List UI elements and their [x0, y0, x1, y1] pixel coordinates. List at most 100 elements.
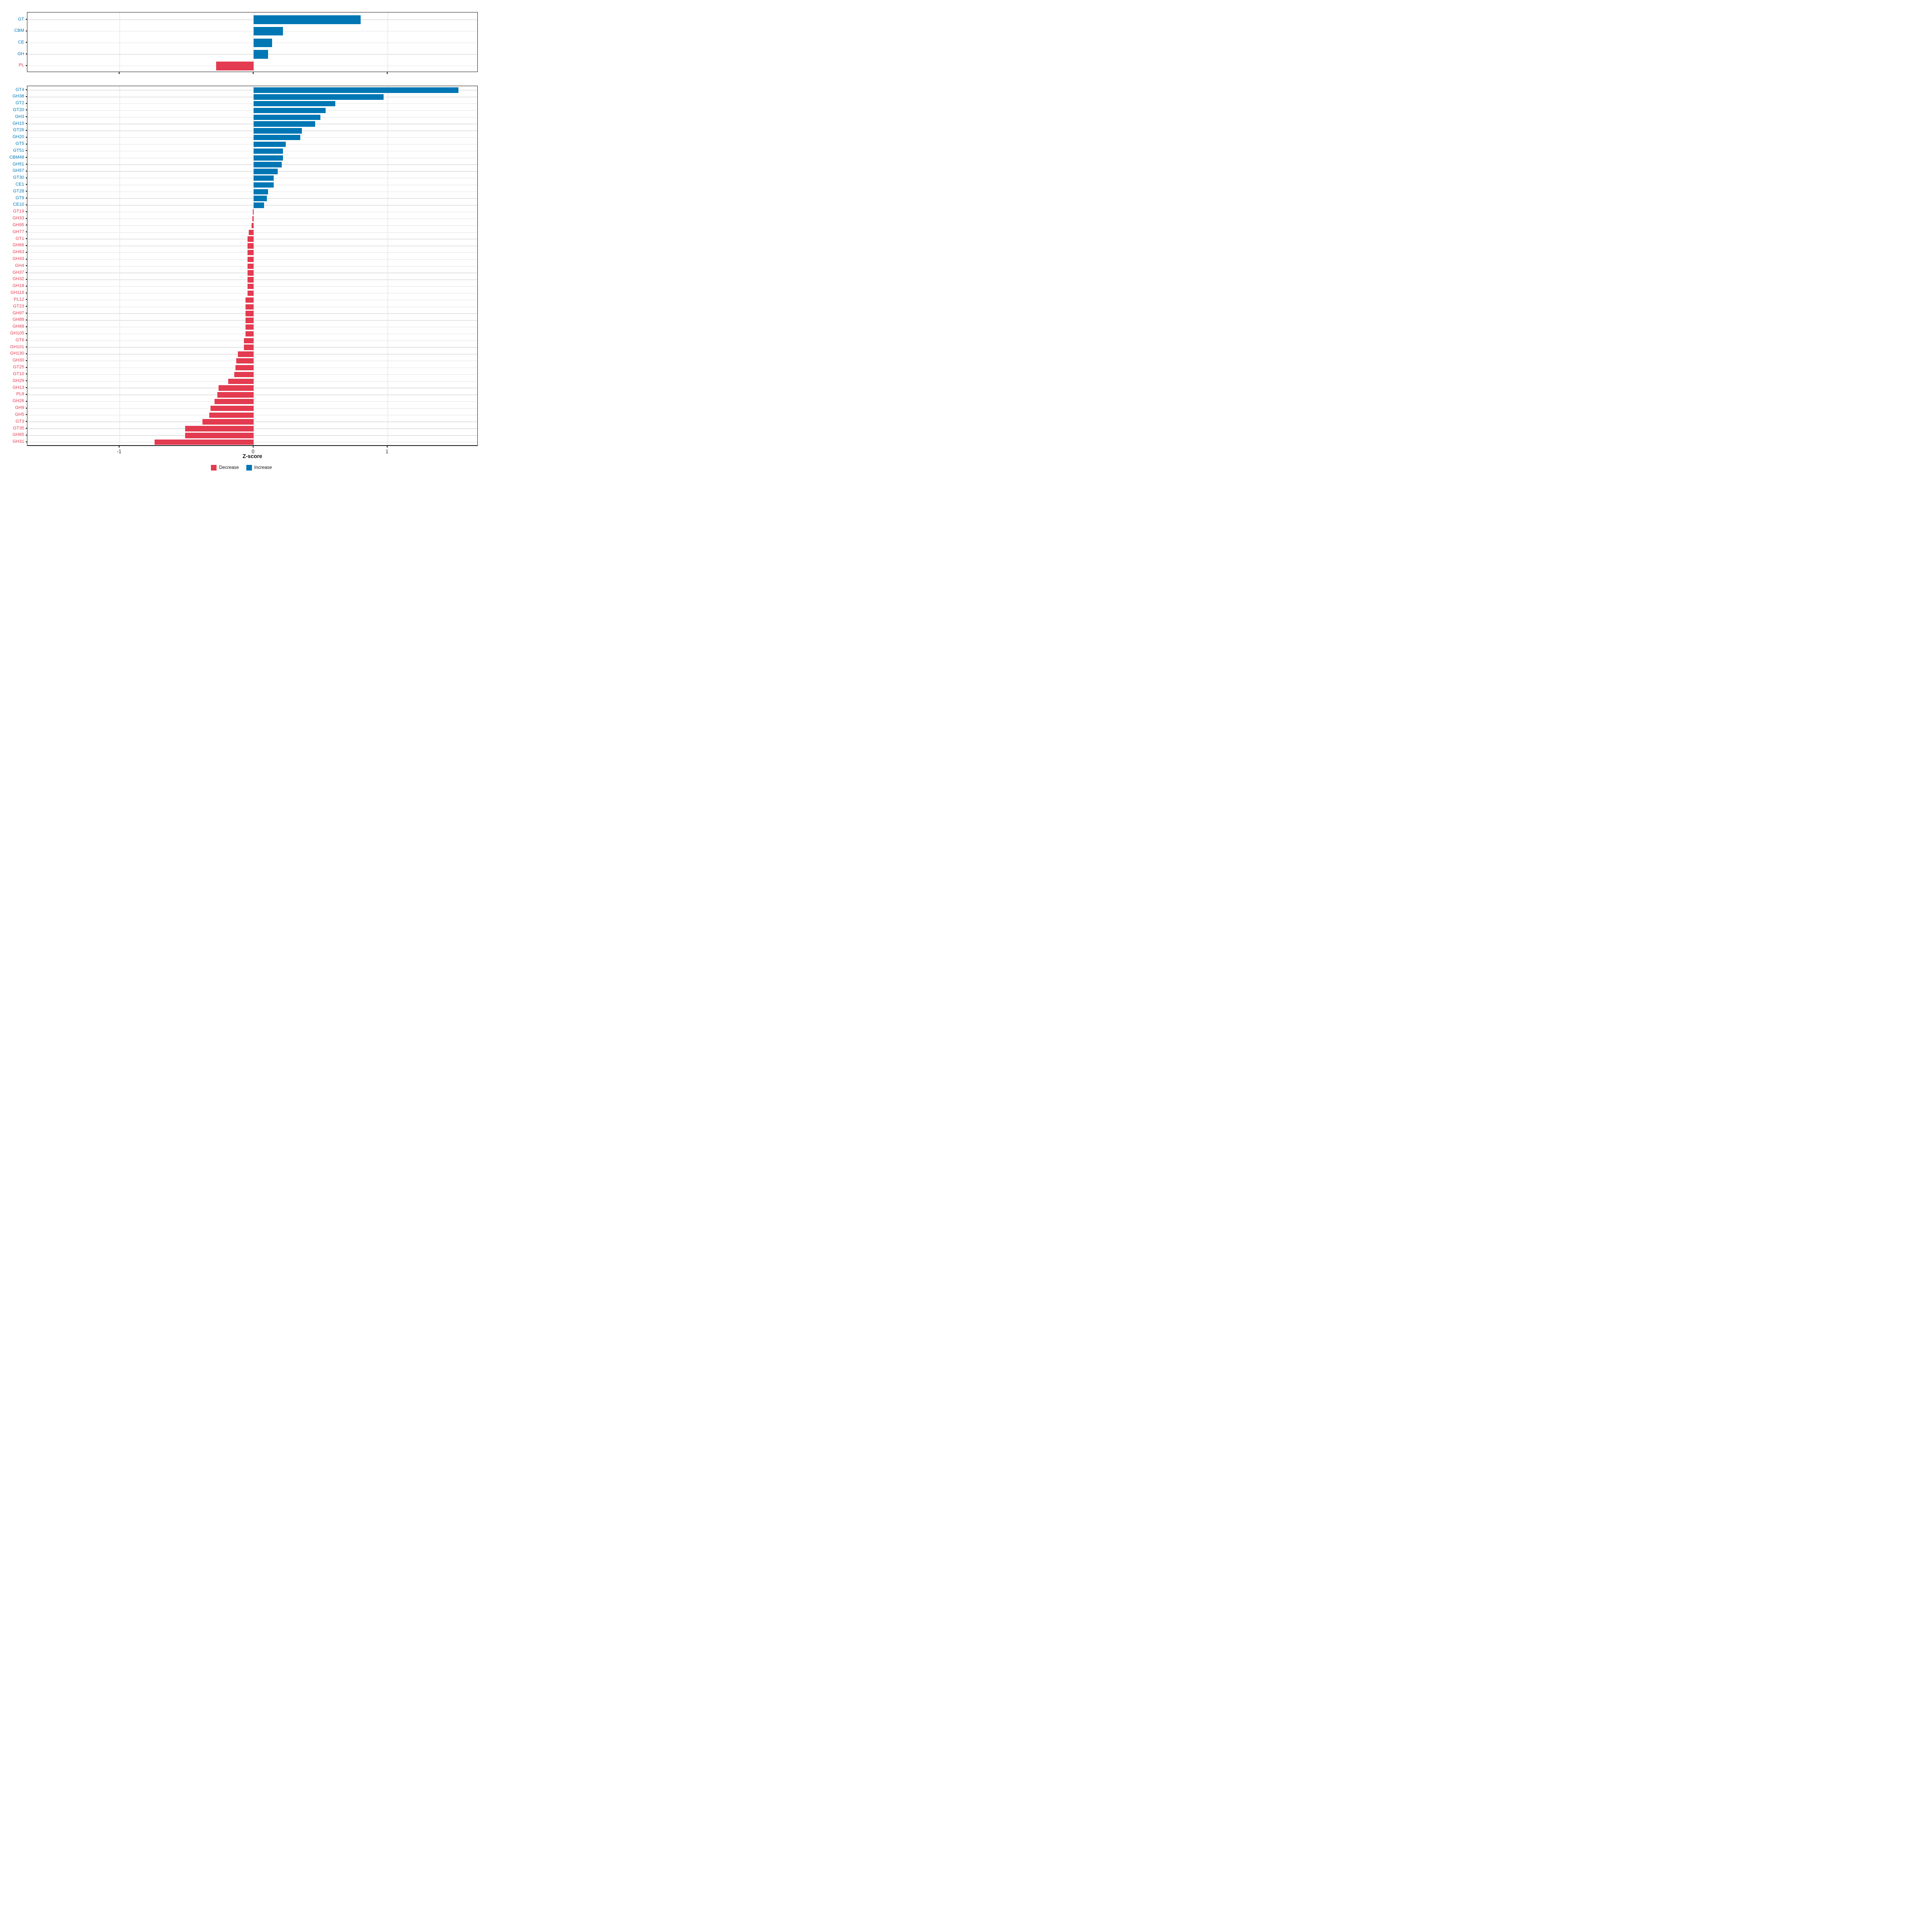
- y-axis-tick: [25, 265, 27, 266]
- bar-CBM48: [253, 155, 283, 161]
- bar-GH: [253, 50, 268, 59]
- y-axis-tick: [25, 157, 27, 158]
- y-axis-tick: [25, 130, 27, 131]
- y-axis-tick: [25, 218, 27, 219]
- row-label-GH105: GH105: [10, 331, 24, 336]
- row-label-GT19: GT19: [13, 209, 24, 214]
- y-axis-tick: [25, 394, 27, 395]
- row-label-GT9: GT9: [15, 195, 24, 200]
- row-label-CE1: CE1: [15, 182, 24, 187]
- row-label-GH20: GH20: [12, 134, 24, 140]
- bar-GT35: [185, 426, 254, 431]
- bar-GH95: [252, 223, 254, 229]
- bar-GT9: [253, 196, 267, 201]
- row-label-GH43: GH43: [12, 256, 24, 261]
- row-label-GH130: GH130: [10, 351, 24, 356]
- row-label-GH9: GH9: [15, 405, 24, 411]
- bar-GT2: [253, 101, 335, 107]
- row-label-GT23: GT23: [13, 303, 24, 309]
- bar-GH88: [245, 318, 254, 323]
- row-label-CBM48: CBM48: [9, 155, 24, 160]
- bar-GH51: [253, 162, 282, 167]
- y-axis-tick: [25, 299, 27, 300]
- row-label-GT51: GT51: [13, 148, 24, 153]
- bar-GH32: [248, 277, 254, 283]
- bar-PL12: [246, 297, 254, 303]
- y-axis-tick: [25, 272, 27, 273]
- row-label-GH66: GH66: [12, 243, 24, 248]
- y-axis-tick: [25, 19, 27, 20]
- y-axis-tick: [25, 109, 27, 111]
- row-label-GH77: GH77: [12, 229, 24, 234]
- row-label-CBM: CBM: [14, 28, 24, 33]
- bar-GT: [253, 15, 361, 24]
- legend: Decrease Increase: [0, 465, 483, 471]
- bar-GT3: [202, 419, 254, 425]
- y-axis-tick: [25, 360, 27, 361]
- row-label-CE10: CE10: [13, 202, 24, 207]
- y-gridline: [27, 117, 477, 118]
- row-label-GH15: GH15: [12, 121, 24, 126]
- bar-GT20: [253, 107, 326, 114]
- x-axis-tick: [252, 446, 254, 448]
- row-label-GH30: GH30: [12, 358, 24, 363]
- bar-GH57: [253, 169, 278, 174]
- y-axis-tick: [25, 204, 27, 205]
- bar-GH5: [209, 412, 254, 418]
- y-axis-tick: [25, 89, 27, 90]
- bar-GT23: [246, 304, 254, 310]
- cazyme-zscore-figure: -1 0 1 Z-score Decrease Increase GT CBM CE GH…: [0, 0, 483, 483]
- row-label-GH26: GH26: [12, 398, 24, 404]
- y-axis-tick: [25, 65, 27, 66]
- bar-GH130: [237, 351, 254, 357]
- legend-label-increase: Increase: [254, 465, 272, 470]
- bar-GH37: [248, 270, 254, 276]
- y-gridline: [27, 103, 477, 104]
- y-axis-tick: [25, 367, 27, 368]
- y-gridline: [27, 164, 477, 165]
- bar-GH15: [253, 121, 315, 127]
- row-label-GH29: GH29: [12, 378, 24, 383]
- row-label-CE: CE: [18, 39, 24, 45]
- row-label-GT4: GT4: [15, 87, 24, 92]
- y-axis-tick: [25, 123, 27, 124]
- y-axis-tick: [25, 285, 27, 287]
- y-axis-tick: [25, 421, 27, 422]
- row-label-GT3: GT3: [15, 419, 24, 424]
- bar-GH29: [228, 378, 254, 384]
- y-axis-tick: [25, 245, 27, 246]
- row-label-GH: GH: [17, 51, 25, 56]
- row-label-GT1: GT1: [15, 236, 24, 241]
- row-label-GH5: GH5: [15, 412, 24, 417]
- row-label-GT20: GT20: [13, 107, 24, 112]
- row-label-GH33: GH33: [12, 216, 24, 221]
- bar-GH116: [248, 290, 254, 296]
- y-axis-tick: [25, 414, 27, 415]
- y-axis-tick: [25, 211, 27, 212]
- y-axis-tick: [25, 150, 27, 151]
- bar-GH77: [249, 229, 254, 235]
- y-axis-tick: [25, 42, 27, 43]
- bar-GH18: [248, 284, 254, 289]
- row-label-GT30: GT30: [13, 175, 24, 180]
- y-axis-tick: [25, 252, 27, 253]
- row-label-GH31: GH31: [12, 439, 24, 444]
- row-label-PL8: PL8: [16, 392, 24, 397]
- bar-GH38: [253, 94, 384, 100]
- row-label-GH57: GH57: [12, 168, 24, 173]
- x-axis-tick: [386, 446, 388, 448]
- bar-CE10: [253, 202, 264, 208]
- x-tick-label: 0: [252, 448, 255, 454]
- y-axis-tick: [25, 380, 27, 382]
- y-axis-tick: [25, 434, 27, 436]
- row-label-GH13: GH13: [12, 385, 24, 390]
- y-axis-tick: [25, 136, 27, 138]
- x-axis-tick: [252, 72, 254, 74]
- row-label-GH95: GH95: [12, 222, 24, 227]
- bar-GT1: [248, 236, 254, 242]
- bar-GH97: [245, 311, 254, 316]
- legend-item-increase: Increase: [246, 465, 272, 471]
- x-tick-label: -1: [117, 448, 122, 454]
- row-label-GH38: GH38: [12, 94, 24, 99]
- legend-item-decrease: Decrease: [211, 465, 239, 471]
